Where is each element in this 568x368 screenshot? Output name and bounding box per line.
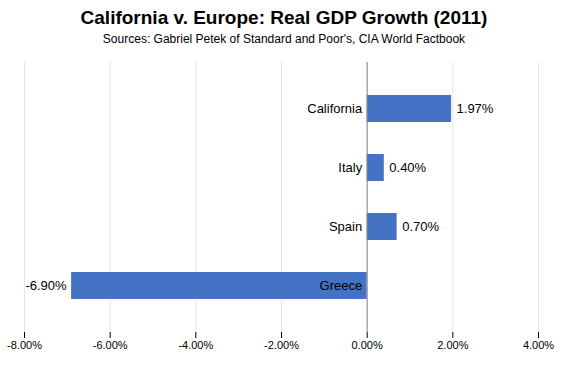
svg-text:0.70%: 0.70%	[402, 219, 439, 234]
svg-text:4.00%: 4.00%	[523, 339, 554, 351]
svg-text:0.40%: 0.40%	[389, 160, 426, 175]
svg-text:California: California	[307, 101, 363, 116]
svg-text:-4.00%: -4.00%	[178, 339, 213, 351]
svg-text:2.00%: 2.00%	[437, 339, 468, 351]
svg-text:Spain: Spain	[329, 219, 362, 234]
svg-text:Greece: Greece	[320, 278, 363, 293]
svg-text:0.00%: 0.00%	[352, 339, 383, 351]
svg-text:-8.00%: -8.00%	[7, 339, 42, 351]
html-text:California v. Europe: Real GDP: California v. Europe: Real GDP Growth (2…	[80, 7, 488, 28]
svg-text:-2.00%: -2.00%	[264, 339, 299, 351]
html-text:Sources: Gabriel Petek of Stan: Sources: Gabriel Petek of Standard and P…	[102, 32, 466, 46]
svg-text:-6.00%: -6.00%	[93, 339, 128, 351]
svg-text:-6.90%: -6.90%	[25, 278, 67, 293]
svg-text:1.97%: 1.97%	[457, 101, 494, 116]
svg-text:Italy: Italy	[338, 160, 362, 175]
